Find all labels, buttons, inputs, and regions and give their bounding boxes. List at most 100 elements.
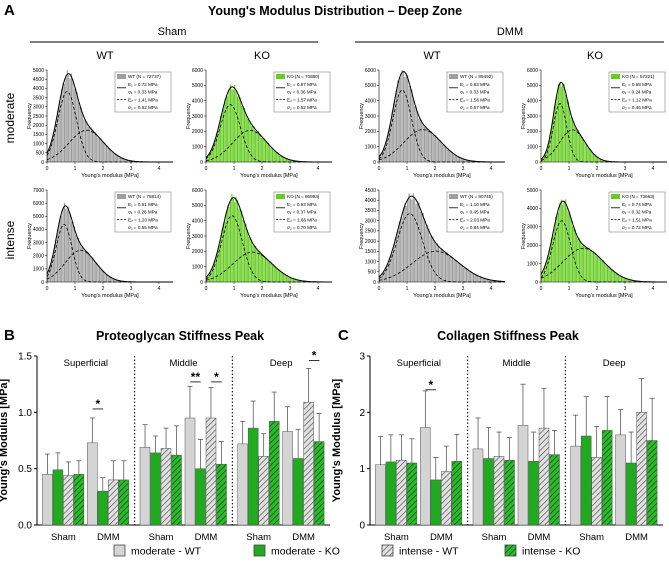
x-tick-label: 0 xyxy=(378,166,381,172)
bar xyxy=(313,441,325,526)
histogram-bin xyxy=(563,83,565,163)
y-axis-label: Frequency xyxy=(521,103,527,129)
y-tick-label: 2500 xyxy=(365,229,376,235)
histogram-bin xyxy=(422,124,424,163)
x-axis-label: Young's modulus [MPa] xyxy=(413,173,471,179)
bar xyxy=(258,456,269,526)
histogram-bin xyxy=(88,127,91,163)
histogram-bin xyxy=(464,267,466,283)
legend-swatch xyxy=(253,544,266,557)
x-tick-label: 1 xyxy=(406,166,409,172)
y-tick-label: 0 xyxy=(373,280,376,286)
histogram-bin xyxy=(398,80,401,163)
category-label: Sham xyxy=(384,532,409,543)
y-tick-label: 3000 xyxy=(365,218,376,224)
bar xyxy=(636,412,647,526)
bar xyxy=(282,431,293,526)
histogram-bin xyxy=(98,267,101,283)
y-tick-label: 2000 xyxy=(365,239,376,245)
y-tick-label: 1000 xyxy=(33,141,44,147)
histogram-bin xyxy=(79,106,81,163)
legend-swatch xyxy=(117,74,126,79)
histogram-bin xyxy=(59,216,62,283)
legend-entry: E₁ = 0.87 MPa xyxy=(287,82,317,87)
histogram-bin xyxy=(427,228,430,283)
histogram-bin xyxy=(232,89,235,163)
row-label-moderate: moderate xyxy=(3,92,17,143)
histogram-bin xyxy=(577,238,579,283)
x-tick-label: 3 xyxy=(289,286,292,292)
histogram-bin xyxy=(263,256,265,283)
genotype-label-2: KO xyxy=(254,50,270,62)
legend-entry: σ₁ = 0.24 MPa xyxy=(622,90,652,95)
histogram-bin xyxy=(429,130,431,163)
histogram-bin xyxy=(474,273,476,283)
row-label-intense: intense xyxy=(3,220,17,259)
bar xyxy=(570,445,581,526)
legend-swatch xyxy=(113,544,126,557)
legend-swatch xyxy=(381,544,394,557)
histogram-bin xyxy=(72,79,74,163)
y-tick-label: 5000 xyxy=(365,83,376,89)
histogram-bin xyxy=(409,198,412,283)
legend-entry: E₁ = 0.72 MPa xyxy=(128,82,158,87)
histogram-bin xyxy=(451,257,454,283)
significance-marker: * xyxy=(214,370,219,384)
histogram-bin xyxy=(289,277,292,283)
histogram-bin xyxy=(425,125,427,163)
histogram-bin xyxy=(67,206,70,283)
bar xyxy=(73,474,85,526)
histogram-bin xyxy=(557,83,560,163)
legend-entry: WT (N = 72737) xyxy=(128,74,161,79)
histogram-bin xyxy=(543,267,546,283)
y-tick-label: 6000 xyxy=(527,68,538,74)
bar xyxy=(160,448,172,526)
y-tick-label: 2500 xyxy=(33,114,44,120)
histogram-bin xyxy=(475,274,478,283)
histogram-bin xyxy=(225,95,228,163)
histogram-intense-dmm-wt: 0 1 2 3 4 0 500 1000 1500 2000 2500 3000 3500 4000 450… xyxy=(359,188,506,299)
histogram-bin xyxy=(423,220,426,283)
histogram-bin xyxy=(594,252,596,283)
significance-marker: * xyxy=(428,378,433,392)
histogram-bin xyxy=(282,273,285,283)
bar xyxy=(268,421,280,526)
histogram-bin xyxy=(418,202,420,283)
bar xyxy=(303,401,314,526)
histogram-bin xyxy=(587,248,589,283)
zone-label: Middle xyxy=(503,358,531,369)
x-axis-label: Young's modulus [MPa] xyxy=(575,173,633,179)
category-label: DMM xyxy=(430,532,453,543)
x-tick-label: 2 xyxy=(261,166,264,172)
histogram-bin xyxy=(606,265,609,283)
histogram-bin xyxy=(79,243,81,283)
histogram-bin xyxy=(102,271,105,283)
x-tick-label: 4 xyxy=(158,166,161,172)
x-tick-label: 4 xyxy=(490,166,493,172)
x-tick-label: 1 xyxy=(74,286,77,292)
histogram-bin xyxy=(270,262,272,283)
x-tick-label: 0 xyxy=(378,286,381,292)
histogram-bin xyxy=(430,236,433,283)
histogram-bin xyxy=(81,113,84,163)
histogram-bin xyxy=(115,154,118,163)
x-tick-label: 1 xyxy=(568,166,571,172)
histogram-bin xyxy=(478,276,480,283)
x-tick-label: 0 xyxy=(46,166,49,172)
legend-entry: σ₁ = 0.28 MPa xyxy=(128,210,158,215)
histogram-bin xyxy=(451,153,454,163)
histogram-bin xyxy=(236,96,239,163)
legend-entry: WT (N = 75814) xyxy=(128,194,161,199)
histogram-bin xyxy=(439,249,441,283)
histogram-bin xyxy=(598,256,600,283)
bar xyxy=(195,468,206,526)
histogram-bin xyxy=(225,211,228,283)
histogram-bin xyxy=(411,199,413,283)
histogram-bin xyxy=(66,209,69,283)
y-axis-label: Frequency xyxy=(186,103,192,129)
histogram-bin xyxy=(104,143,106,163)
category-label: Sham xyxy=(482,532,507,543)
panel-c-letter: C xyxy=(338,327,349,344)
histogram-bin xyxy=(446,148,448,163)
y-axis-label: Frequency xyxy=(186,223,192,249)
